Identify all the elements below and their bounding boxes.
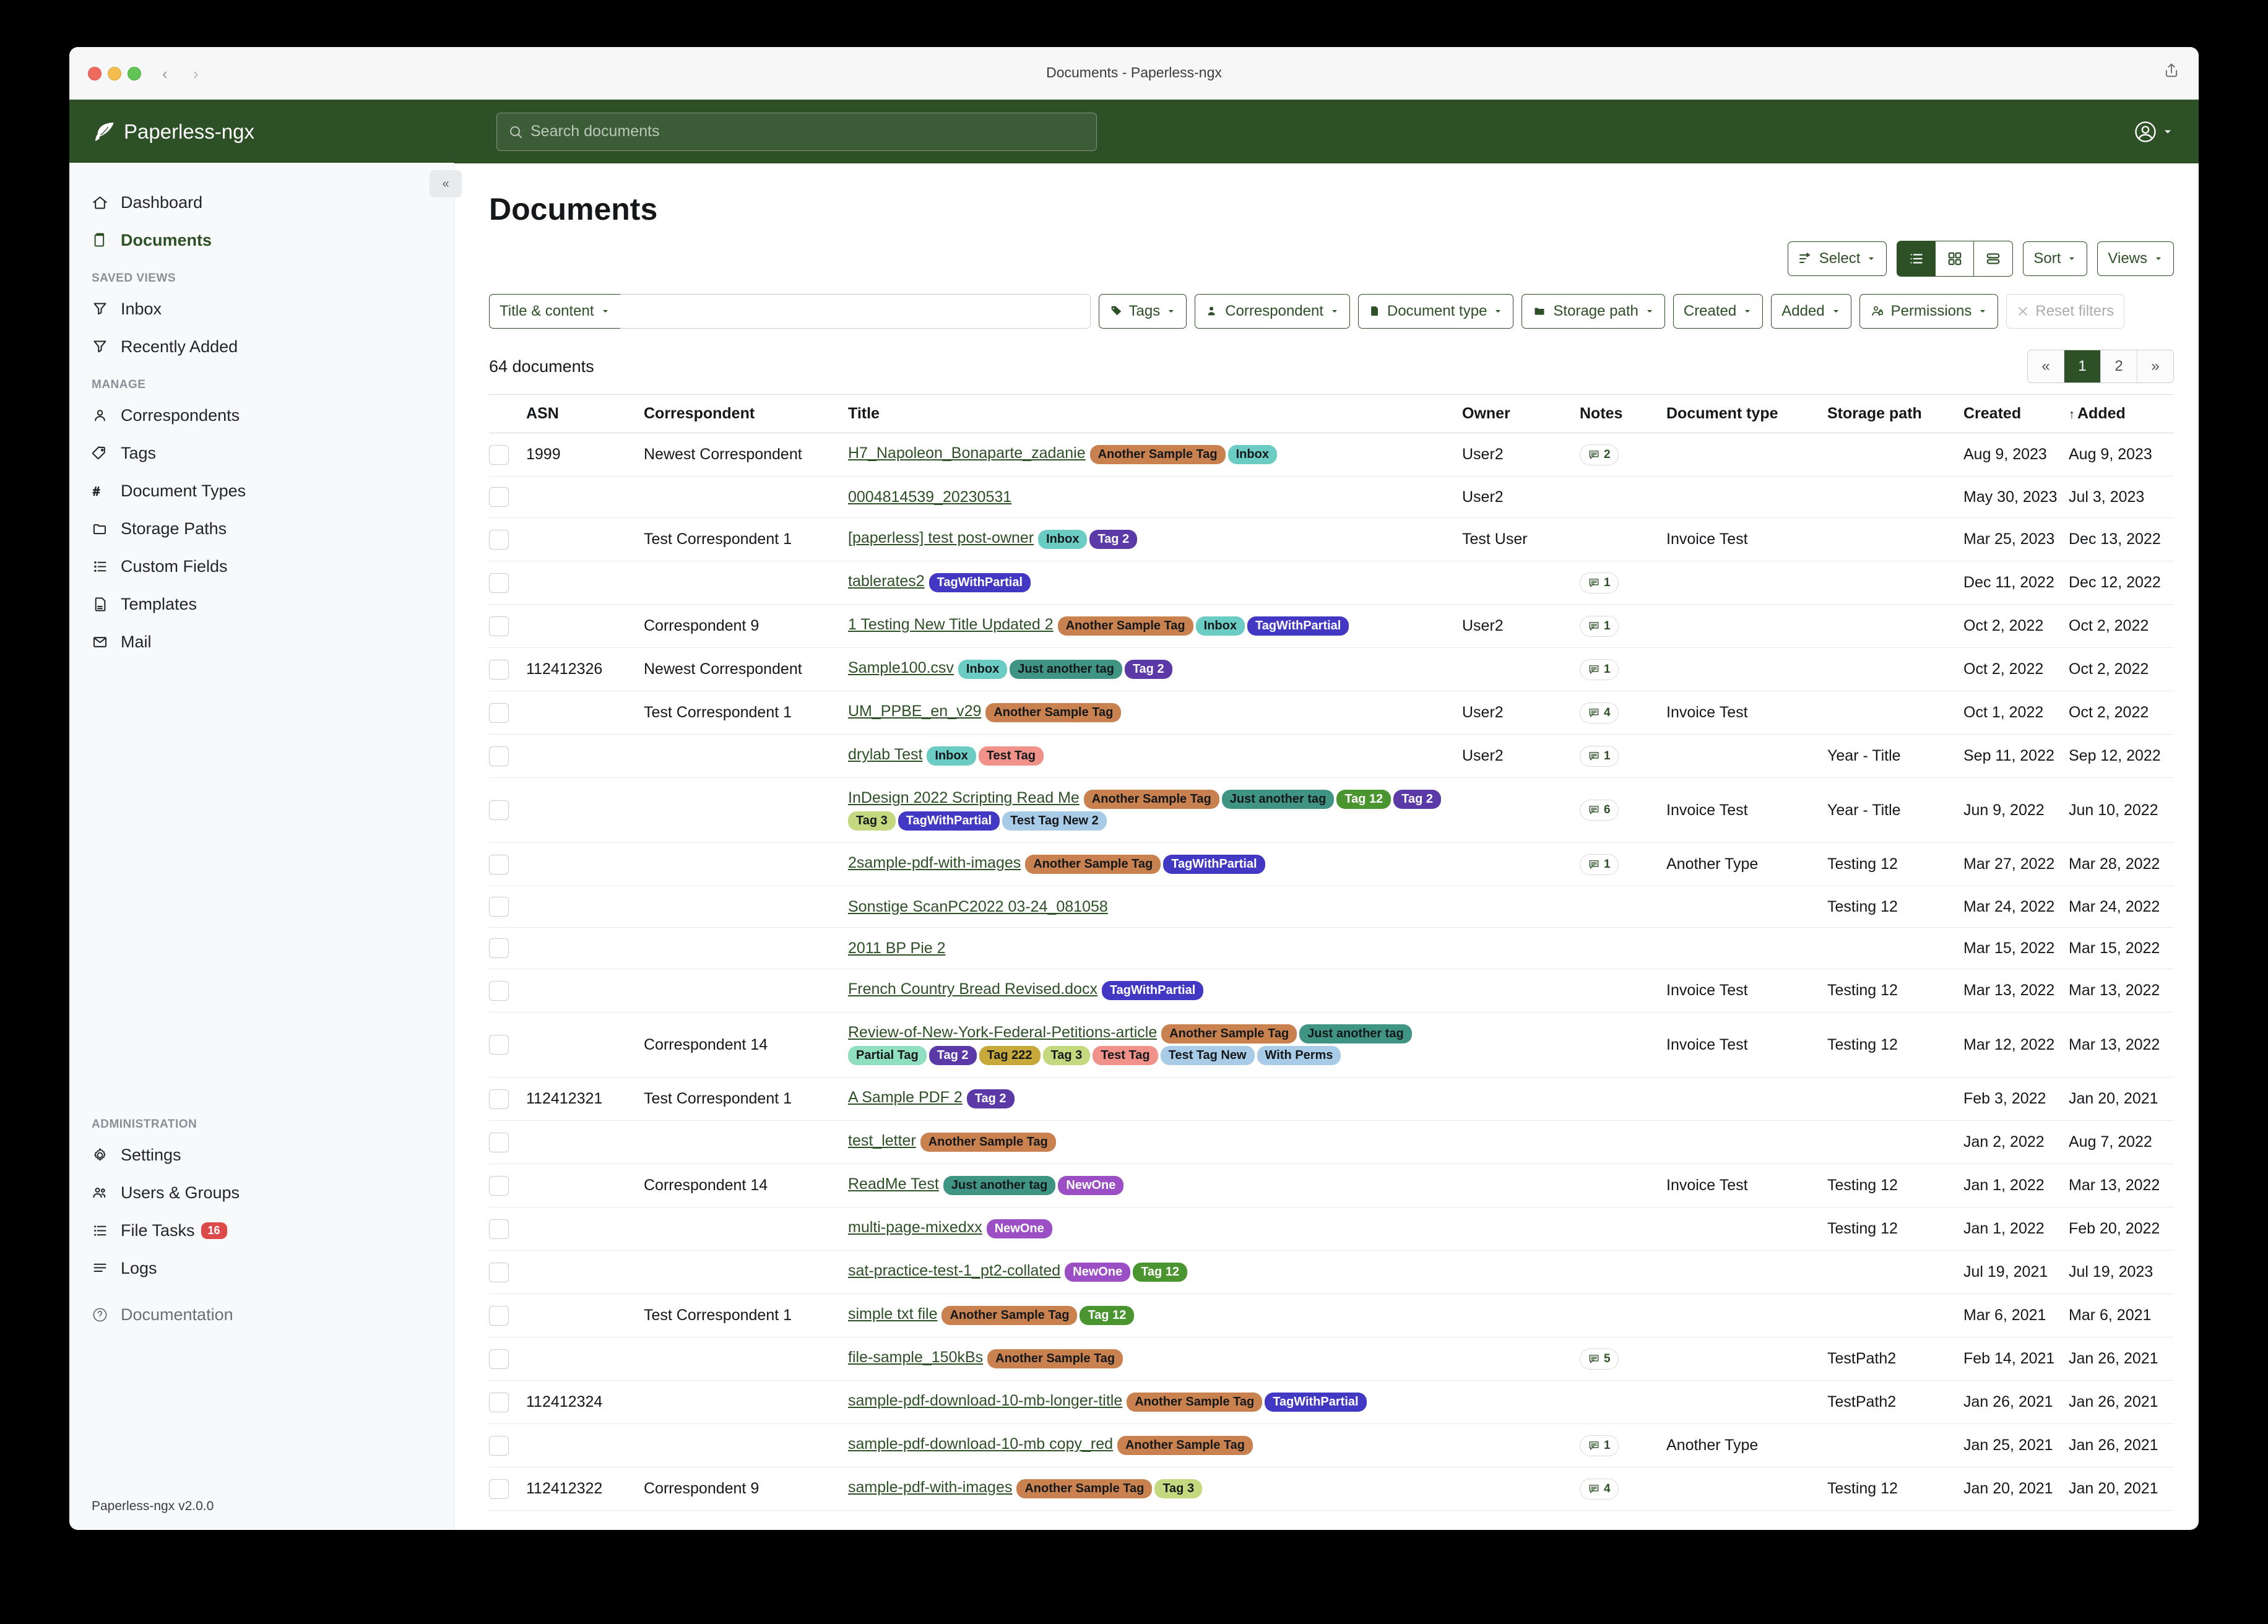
svg-text:#: # [93,485,100,498]
